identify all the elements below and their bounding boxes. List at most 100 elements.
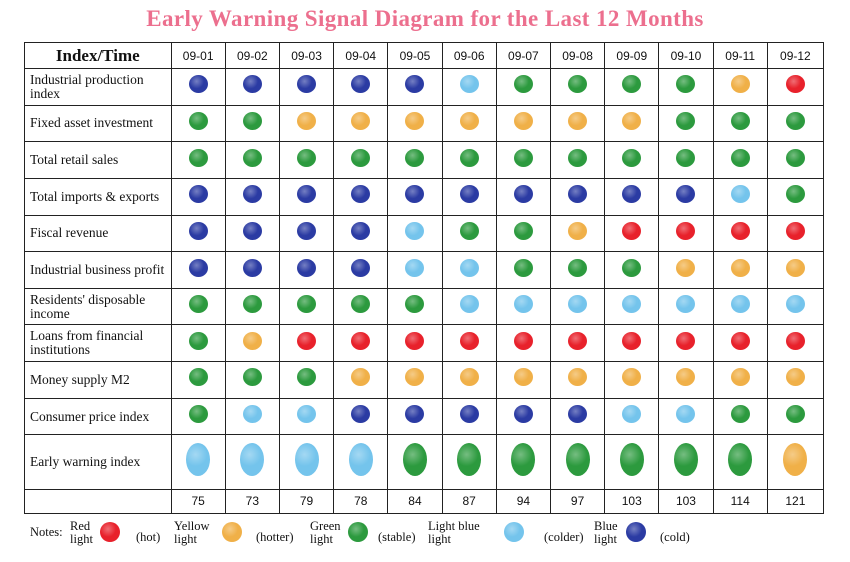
- signal-light-red: [351, 331, 371, 350]
- signal-cell: [387, 287, 443, 326]
- signal-light-green: [188, 295, 208, 314]
- signal-light-green: [459, 148, 479, 167]
- signal-cell: [170, 214, 226, 253]
- blank-cell: [24, 488, 172, 515]
- signal-light-green: [242, 368, 262, 387]
- signal-cell: [441, 104, 497, 143]
- signal-cell: [441, 287, 497, 326]
- signal-light-red: [730, 221, 750, 240]
- signal-light-blue: [188, 221, 208, 240]
- signal-light-lightblue: [405, 221, 425, 240]
- signal-cell: [333, 177, 389, 216]
- signal-cell: [549, 251, 606, 289]
- signal-light-green: [297, 148, 317, 167]
- signal-light-green: [676, 75, 696, 94]
- signal-cell: [224, 214, 280, 253]
- signal-light-green: [730, 405, 750, 424]
- legend-title: Notes:: [30, 525, 63, 539]
- signal-cell: [549, 141, 606, 179]
- signal-cell: [766, 177, 825, 216]
- signal-cell: [766, 251, 825, 289]
- signal-cell: [712, 434, 768, 490]
- signal-light-green: [622, 75, 642, 94]
- signal-cell: [712, 177, 768, 216]
- signal-light-green: [188, 331, 208, 350]
- row-label: Industrial business profit: [24, 251, 172, 289]
- signal-light-blue: [188, 185, 208, 204]
- signal-light-red: [622, 221, 642, 240]
- signal-cell: [712, 104, 768, 143]
- row-label: Total retail sales: [24, 141, 172, 179]
- signal-light-lightblue: [785, 295, 805, 314]
- signal-light-green: [568, 258, 588, 277]
- signal-light-red: [459, 331, 479, 350]
- signal-cell: [224, 324, 280, 363]
- signal-light-lightblue: [676, 295, 696, 314]
- signal-cell: [278, 177, 335, 216]
- signal-cell: [333, 251, 389, 289]
- signal-light-blue: [513, 185, 533, 204]
- signal-cell: [278, 361, 335, 399]
- signal-cell: [766, 397, 825, 436]
- month-header: 09-10: [658, 42, 714, 69]
- signal-light-yellow: [785, 258, 805, 277]
- month-header: 09-03: [278, 42, 335, 69]
- signal-cell: [658, 68, 714, 106]
- signal-cell: [224, 434, 280, 490]
- signal-light-green: [622, 258, 642, 277]
- signal-light-green: [242, 111, 262, 130]
- indicator-row: Money supply M2: [24, 361, 825, 399]
- signal-light-green: [676, 111, 696, 130]
- legend: Notes: Red light (hot) Yellow light (hotter…: [24, 518, 824, 558]
- signal-cell: [549, 361, 606, 399]
- signal-cell: [604, 397, 660, 436]
- signal-light-green: [188, 405, 208, 424]
- signal-cell: [170, 141, 226, 179]
- signal-light-lightblue: [730, 185, 750, 204]
- row-label: Money supply M2: [24, 361, 172, 399]
- signal-light-blue: [351, 75, 371, 94]
- signal-cell: [766, 361, 825, 399]
- month-header: 09-07: [495, 42, 551, 69]
- signal-light-green: [351, 148, 371, 167]
- signal-cell: [441, 251, 497, 289]
- signal-light-green: [568, 75, 588, 94]
- legend-desc: (stable): [378, 530, 416, 544]
- signal-light-blue: [568, 405, 588, 424]
- signal-light-yellow: [242, 331, 262, 350]
- signal-cell: [333, 141, 389, 179]
- signal-light-green: [351, 295, 371, 314]
- signal-cell: [712, 324, 768, 363]
- signal-cell: [766, 214, 825, 253]
- signal-cell: [495, 361, 551, 399]
- signal-cell: [604, 214, 660, 253]
- month-header: 09-04: [333, 42, 389, 69]
- legend-swatch-lightblue: [504, 522, 524, 542]
- signal-light-yellow: [730, 258, 750, 277]
- signal-cell: [387, 397, 443, 436]
- signal-light-blue: [405, 185, 425, 204]
- signal-light-blue: [351, 185, 371, 204]
- signal-cell: [766, 141, 825, 179]
- signal-cell: [441, 397, 497, 436]
- legend-swatch-blue: [626, 522, 646, 542]
- signal-light-blue: [351, 405, 371, 424]
- signal-cell: [549, 104, 606, 143]
- signal-cell: [712, 287, 768, 326]
- row-label: Loans from financial institutions: [24, 324, 172, 363]
- signal-light-blue: [297, 221, 317, 240]
- corner-header: Index/Time: [24, 42, 172, 69]
- signal-cell: [170, 287, 226, 326]
- early-warning-value: 84: [387, 488, 443, 515]
- signal-cell: [766, 434, 825, 490]
- early-warning-value: 79: [278, 488, 335, 515]
- signal-cell: [441, 361, 497, 399]
- signal-light-yellow: [351, 111, 371, 130]
- signal-cell: [549, 177, 606, 216]
- signal-cell: [170, 361, 226, 399]
- signal-cell: [387, 68, 443, 106]
- signal-cell: [441, 177, 497, 216]
- signal-light-green: [673, 443, 698, 477]
- early-warning-value: 87: [441, 488, 497, 515]
- signal-light-red: [297, 331, 317, 350]
